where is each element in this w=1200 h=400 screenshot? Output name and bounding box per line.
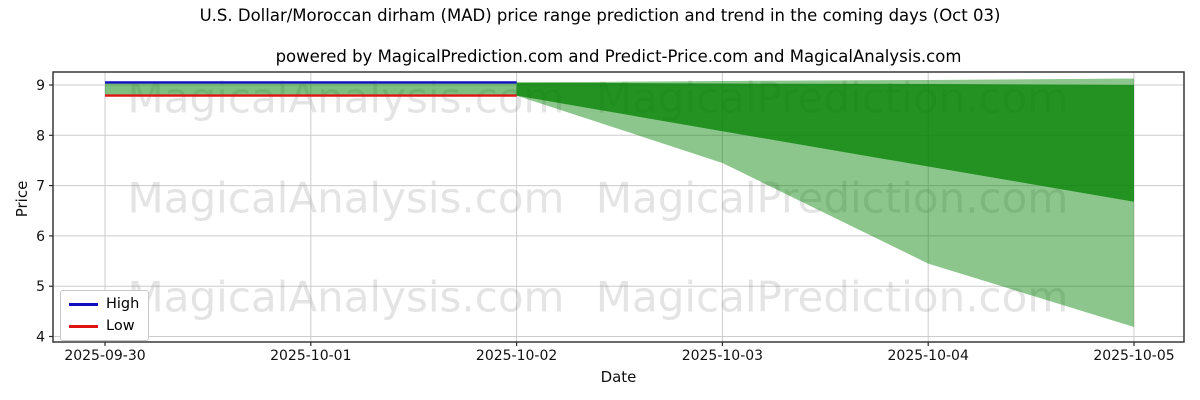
x-tick-label: 2025-10-03 xyxy=(682,348,763,364)
y-tick-label: 5 xyxy=(36,279,45,295)
watermark: MagicalPrediction.com xyxy=(596,273,1069,322)
y-tick-label: 7 xyxy=(36,179,45,195)
x-axis-label: Date xyxy=(600,368,637,386)
watermark: MagicalAnalysis.com xyxy=(128,273,565,322)
y-axis-label: Price xyxy=(13,180,31,218)
x-tick-label: 2025-10-01 xyxy=(270,348,351,364)
plot-frame xyxy=(52,71,1185,343)
legend-item-high: High xyxy=(69,296,139,313)
chart-subtitle: powered by MagicalPrediction.com and Pre… xyxy=(275,47,962,66)
watermark: MagicalAnalysis.com xyxy=(128,174,565,223)
legend: High Low xyxy=(60,290,150,341)
y-tick-label: 4 xyxy=(36,330,45,346)
historical-range-band xyxy=(105,82,517,96)
y-tick-label: 8 xyxy=(36,128,45,144)
legend-label-high: High xyxy=(106,296,140,313)
high-line-swatch xyxy=(69,303,98,306)
forecast-inner-band xyxy=(516,82,1134,202)
y-tick-label: 9 xyxy=(36,78,45,94)
x-tick-label: 2025-10-04 xyxy=(888,348,969,364)
watermark: MagicalPrediction.com xyxy=(596,174,1069,223)
watermark: MagicalAnalysis.com xyxy=(128,74,565,123)
legend-item-low: Low xyxy=(69,318,139,335)
x-tick-label: 2025-10-05 xyxy=(1093,348,1174,364)
low-line-swatch xyxy=(69,325,98,328)
y-tick-label: 6 xyxy=(36,229,45,245)
chart-title: U.S. Dollar/Moroccan dirham (MAD) price … xyxy=(199,6,1001,25)
x-tick-label: 2025-10-02 xyxy=(476,348,557,364)
x-tick-label: 2025-09-30 xyxy=(64,348,145,364)
legend-label-low: Low xyxy=(106,318,135,335)
